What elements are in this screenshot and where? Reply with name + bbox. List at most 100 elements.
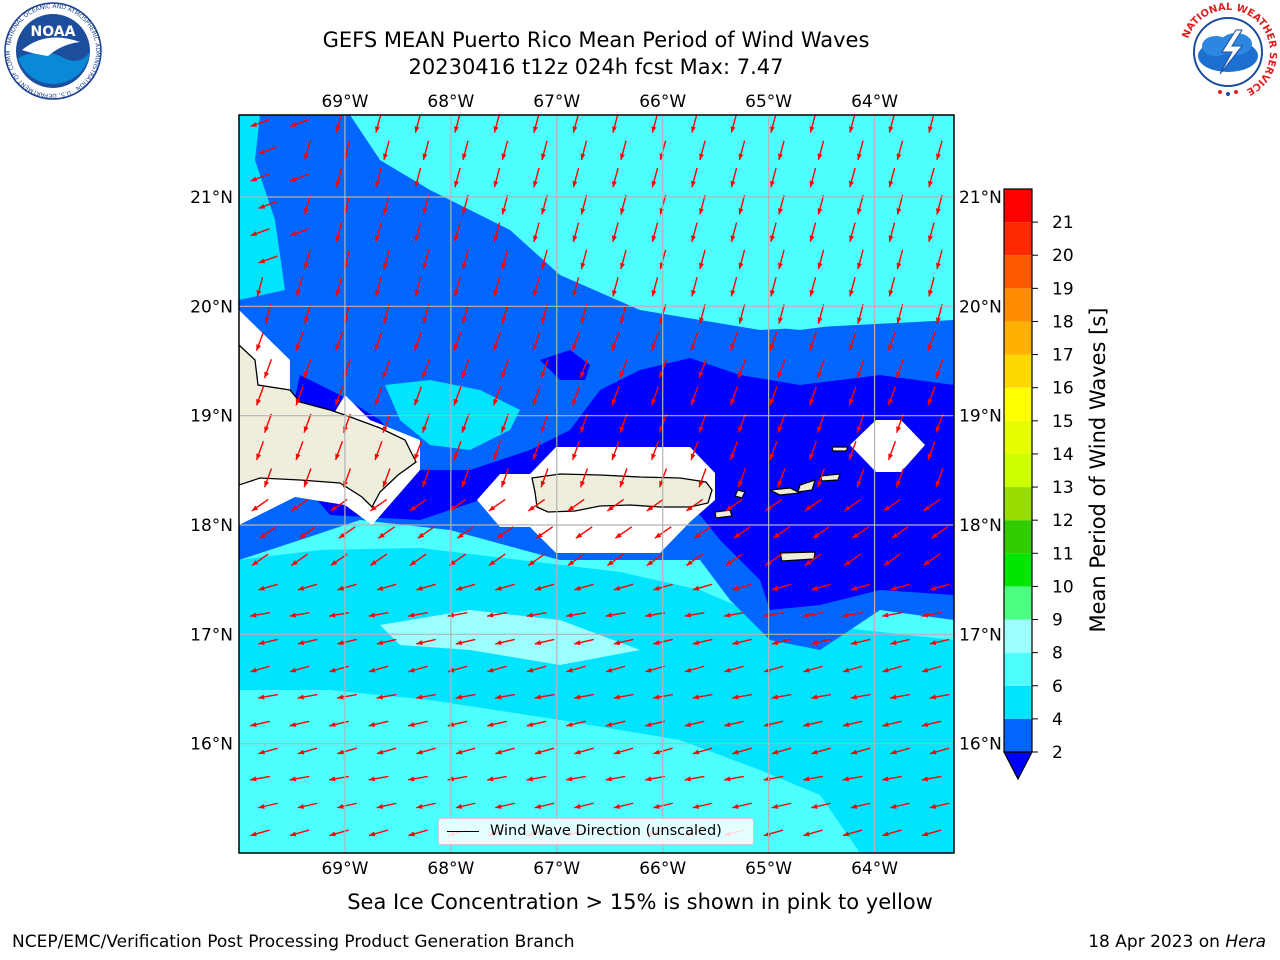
wind-wave-arrow bbox=[842, 775, 863, 782]
wind-wave-arrow bbox=[541, 195, 548, 215]
wind-wave-arrow bbox=[526, 665, 547, 673]
wind-wave-arrow bbox=[382, 468, 391, 488]
colorbar-bin bbox=[1004, 387, 1032, 421]
wind-wave-arrow bbox=[777, 359, 786, 379]
wind-wave-arrow bbox=[849, 276, 856, 297]
wind-wave-arrow bbox=[857, 140, 864, 161]
wind-wave-arrow bbox=[492, 440, 502, 461]
wind-wave-arrow bbox=[572, 115, 579, 133]
colorbar-tick-label: 13 bbox=[1052, 478, 1074, 498]
wind-wave-arrow bbox=[574, 802, 594, 809]
wind-wave-arrow bbox=[811, 802, 831, 809]
wind-wave-arrow bbox=[808, 386, 818, 406]
wind-wave-arrow bbox=[685, 498, 704, 512]
wind-wave-arrow bbox=[738, 249, 746, 270]
wind-wave-arrow bbox=[541, 140, 548, 161]
wind-wave-arrow bbox=[809, 167, 817, 188]
wind-wave-arrow bbox=[896, 249, 904, 270]
wind-wave-arrow bbox=[692, 747, 713, 755]
wind-wave-arrow bbox=[455, 693, 476, 700]
wind-wave-arrow bbox=[725, 498, 743, 512]
wind-wave-arrow bbox=[685, 553, 704, 567]
wind-wave-arrow bbox=[421, 468, 431, 488]
wind-wave-arrow bbox=[619, 413, 628, 433]
wind-wave-arrow bbox=[936, 304, 943, 324]
wind-wave-arrow bbox=[495, 583, 515, 591]
wind-wave-arrow bbox=[803, 775, 823, 782]
wind-wave-arrow bbox=[692, 583, 713, 591]
wind-wave-arrow bbox=[454, 276, 461, 297]
wind-wave-arrow bbox=[567, 498, 585, 512]
wind-wave-arrow bbox=[927, 440, 936, 461]
lat-tick-label-right: 17°N bbox=[959, 625, 1002, 645]
lat-tick-label-right: 16°N bbox=[959, 735, 1002, 755]
wind-wave-arrow bbox=[888, 222, 896, 243]
wind-wave-arrow bbox=[620, 249, 627, 270]
wind-wave-arrow bbox=[455, 583, 476, 591]
wind-wave-arrow bbox=[613, 747, 634, 755]
wind-wave-arrow bbox=[416, 638, 436, 646]
wind-wave-arrow bbox=[738, 195, 746, 215]
wind-wave-arrow bbox=[850, 693, 871, 700]
wind-wave-arrow bbox=[383, 249, 390, 270]
wind-wave-arrow bbox=[611, 386, 620, 406]
wind-wave-arrow bbox=[613, 802, 634, 809]
wind-wave-arrow bbox=[258, 638, 278, 646]
wind-wave-arrow bbox=[255, 331, 265, 352]
wind-wave-arrow bbox=[612, 222, 619, 243]
colorbar-bin bbox=[1004, 354, 1032, 388]
wind-wave-arrow bbox=[803, 829, 823, 837]
wind-wave-arrow bbox=[455, 747, 476, 755]
wind-wave-arrow bbox=[566, 720, 586, 727]
wind-wave-arrow bbox=[572, 167, 580, 188]
wind-wave-arrow bbox=[888, 167, 896, 188]
wind-wave-arrow bbox=[936, 195, 943, 215]
wind-wave-arrow bbox=[646, 553, 664, 567]
wind-wave-arrow bbox=[334, 440, 344, 461]
wind-wave-arrow bbox=[461, 359, 470, 379]
wind-wave-arrow bbox=[929, 747, 950, 755]
wind-wave-arrow bbox=[295, 386, 304, 406]
wind-wave-arrow bbox=[289, 173, 310, 182]
colorbar-tick-label: 16 bbox=[1052, 379, 1074, 399]
wind-wave-arrow bbox=[297, 638, 318, 646]
wind-wave-arrow bbox=[850, 583, 871, 591]
credit-date: 18 Apr 2023 on Hera bbox=[1088, 932, 1266, 952]
wind-wave-arrow bbox=[541, 304, 548, 324]
wind-wave-arrow bbox=[304, 140, 311, 161]
wind-wave-arrow bbox=[895, 413, 905, 433]
wind-wave-arrow bbox=[770, 276, 777, 297]
wind-wave-arrow bbox=[579, 359, 589, 379]
wind-wave-arrow bbox=[382, 359, 391, 379]
wind-wave-arrow bbox=[691, 167, 698, 188]
wind-wave-arrow bbox=[527, 498, 546, 512]
wind-wave-arrow bbox=[698, 413, 707, 433]
noaa-logo: NATIONAL OCEANIC AND ATMOSPHERIC ADMINIS… bbox=[2, 0, 102, 100]
map-legend: Wind Wave Direction (unscaled) bbox=[438, 818, 754, 845]
wind-wave-arrow bbox=[732, 802, 752, 809]
wind-wave-arrow bbox=[857, 195, 864, 215]
wind-wave-arrow bbox=[416, 802, 436, 809]
wind-wave-arrow bbox=[804, 553, 822, 567]
wind-wave-arrow bbox=[856, 468, 865, 488]
wind-wave-arrow bbox=[729, 386, 739, 406]
wind-wave-arrow bbox=[887, 331, 897, 352]
wind-wave-arrow bbox=[650, 440, 660, 461]
wind-wave-arrow bbox=[454, 167, 461, 188]
wind-wave-arrow bbox=[383, 304, 390, 324]
wind-wave-arrow bbox=[462, 195, 469, 215]
wind-wave-arrow bbox=[778, 249, 785, 270]
wind-wave-arrow bbox=[289, 665, 310, 673]
wind-wave-arrow bbox=[368, 611, 389, 618]
wind-wave-arrow bbox=[487, 665, 507, 673]
wind-wave-arrow bbox=[368, 720, 389, 727]
wind-wave-arrow bbox=[645, 665, 665, 673]
map-grid bbox=[239, 115, 954, 853]
lat-tick-label-left: 19°N bbox=[190, 407, 233, 427]
wind-wave-arrow bbox=[651, 115, 658, 133]
wind-wave-arrow bbox=[888, 115, 895, 133]
colorbar-bin bbox=[1004, 652, 1032, 686]
wind-wave-arrow bbox=[414, 276, 422, 297]
wind-wave-arrow bbox=[258, 200, 278, 209]
wind-wave-arrow bbox=[612, 167, 619, 188]
